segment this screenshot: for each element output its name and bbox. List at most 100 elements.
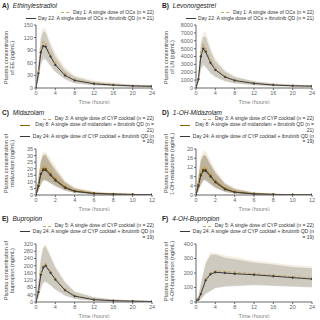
svg-text:8000: 8000 [181,22,193,28]
svg-text:8: 8 [272,197,275,203]
svg-text:20: 20 [130,90,136,96]
svg-text:0: 0 [190,299,193,305]
svg-text:200: 200 [24,263,33,269]
svg-text:4: 4 [54,304,57,310]
svg-text:3000: 3000 [181,62,193,68]
svg-text:16: 16 [270,304,276,310]
svg-text:0: 0 [194,90,197,96]
svg-text:35: 35 [27,146,33,152]
svg-text:5: 5 [30,186,33,192]
svg-text:2000: 2000 [181,69,193,75]
svg-text:12: 12 [251,90,257,96]
svg-text:Time (hours): Time (hours) [239,313,270,318]
svg-text:120: 120 [24,35,33,41]
svg-text:12: 12 [187,165,193,171]
svg-text:6000: 6000 [181,38,193,44]
svg-text:20: 20 [27,166,33,172]
html-text:Plasma concentration of 1-OH-m: Plasma concentration of 1-OH-midazolam (… [163,132,175,195]
svg-text:12: 12 [251,304,257,310]
svg-text:6: 6 [92,197,95,203]
html-text:Day 24: A single dose of CYP c: Day 24: A single dose of CYP cocktail + … [192,227,314,240]
svg-text:16: 16 [110,90,116,96]
svg-text:4: 4 [190,183,193,189]
svg-text:12: 12 [149,197,155,203]
svg-text:24: 24 [309,304,312,310]
svg-text:12: 12 [309,197,312,203]
svg-text:10: 10 [27,179,33,185]
svg-text:0: 0 [34,197,37,203]
svg-text:2: 2 [214,197,217,203]
svg-text:Time (hours): Time (hours) [239,99,270,104]
svg-text:4: 4 [54,90,57,96]
svg-text:30: 30 [27,153,33,159]
svg-text:4: 4 [214,90,217,96]
svg-text:90: 90 [27,47,33,53]
svg-text:320: 320 [24,241,33,247]
html-text:Day 8: A single dose of midazo: Day 8: A single dose of midazolam + ibru… [35,121,154,133]
svg-text:40: 40 [27,292,33,298]
svg-text:20: 20 [187,146,193,152]
svg-text:6: 6 [252,197,255,203]
svg-text:0: 0 [30,85,33,91]
svg-text:400: 400 [184,241,193,247]
svg-text:0: 0 [30,192,33,198]
svg-text:150: 150 [24,22,33,28]
svg-text:8: 8 [190,174,193,180]
svg-text:0: 0 [190,192,193,198]
svg-text:2: 2 [54,197,57,203]
svg-text:60: 60 [27,60,33,66]
svg-text:8: 8 [233,90,236,96]
svg-text:8: 8 [233,304,236,310]
svg-text:160: 160 [24,270,33,276]
svg-text:0: 0 [190,85,193,91]
html-text:Plasma concentration of midazo: Plasma concentration of midazolam (ng/mL… [3,134,15,194]
svg-text:8: 8 [73,304,76,310]
html-text:Plasma concentration of EE (pg: Plasma concentration of EE (pg/mL) [3,30,15,84]
svg-text:0: 0 [34,90,37,96]
svg-text:7000: 7000 [181,30,193,36]
svg-text:12: 12 [91,90,97,96]
svg-text:25: 25 [27,159,33,165]
html-text:Day 24: A single dose of CYP c: Day 24: A single dose of CYP cocktail + … [192,132,314,145]
svg-text:16: 16 [187,155,193,161]
svg-text:12: 12 [91,304,97,310]
svg-text:0: 0 [30,299,33,305]
svg-text:8: 8 [73,90,76,96]
svg-text:20: 20 [130,304,136,310]
svg-text:100: 100 [184,285,193,291]
svg-text:0: 0 [34,304,37,310]
svg-text:5000: 5000 [181,46,193,52]
svg-text:4000: 4000 [181,54,193,60]
svg-text:Time (hours): Time (hours) [79,313,110,318]
svg-text:20: 20 [290,90,296,96]
svg-text:Time (hours): Time (hours) [79,99,110,104]
svg-text:10: 10 [130,197,136,203]
svg-text:4: 4 [73,197,76,203]
svg-text:16: 16 [110,304,116,310]
svg-text:Time (hours): Time (hours) [79,206,110,211]
svg-text:300: 300 [184,256,193,262]
svg-text:4: 4 [214,304,217,310]
svg-text:200: 200 [184,270,193,276]
svg-text:240: 240 [24,256,33,262]
svg-text:10: 10 [290,197,296,203]
svg-text:8: 8 [112,197,115,203]
svg-text:24: 24 [309,90,312,96]
svg-text:16: 16 [270,90,276,96]
svg-text:1000: 1000 [181,77,193,83]
svg-text:20: 20 [290,304,296,310]
svg-text:120: 120 [24,278,33,284]
html-text:Day 24: A single dose of CYP c: Day 24: A single dose of CYP cocktail + … [32,132,154,145]
svg-text:15: 15 [27,172,33,178]
svg-text:0: 0 [194,304,197,310]
svg-text:24: 24 [149,90,155,96]
svg-text:280: 280 [24,249,33,255]
svg-text:4: 4 [233,197,236,203]
html-text:Plasma concentration of LN (pg: Plasma concentration of LN (pg/mL) [163,30,175,84]
svg-text:30: 30 [27,73,33,79]
svg-text:24: 24 [149,304,155,310]
svg-text:Time (hours): Time (hours) [239,206,270,211]
html-text:Day 24: A single dose of CYP c: Day 24: A single dose of CYP cocktail + … [32,227,154,240]
svg-text:80: 80 [27,285,33,291]
svg-text:0: 0 [194,197,197,203]
